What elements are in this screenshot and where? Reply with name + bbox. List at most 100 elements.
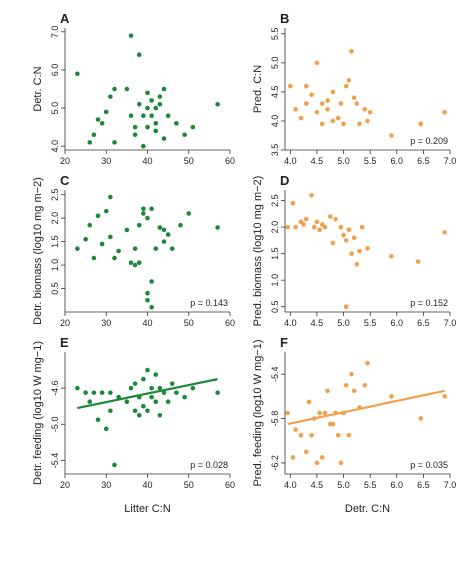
y-axis-title: Pred. biomass (log10 mg m−2): [252, 176, 264, 327]
data-point: [149, 279, 154, 284]
x-tick-label: 6.5: [417, 156, 430, 166]
data-point: [141, 211, 146, 216]
panel-f: 4.0 4.5 5.0 5.5 6.0 6.5 7.0 -6.2 -5.8 -5.4 F Pred. …: [252, 335, 456, 515]
y-axis-title: Pred. feeding (log10 W mg−1): [252, 339, 264, 486]
panel-letter: F: [280, 335, 288, 350]
data-point: [108, 94, 113, 99]
data-point: [349, 251, 354, 256]
p-value-label: p = 0.035: [410, 460, 448, 470]
data-point: [116, 394, 121, 400]
data-point: [341, 121, 346, 127]
data-point: [161, 227, 167, 233]
y-tick-label: -5.0: [50, 417, 60, 433]
data-point: [124, 227, 130, 233]
x-tick-label: 5.5: [364, 156, 377, 166]
data-point: [149, 206, 154, 212]
data-point: [418, 121, 424, 127]
p-value-label: p = 0.152: [410, 298, 448, 308]
data-point: [442, 109, 447, 115]
data-point: [108, 390, 113, 395]
panel-b: 4.0 4.5 5.0 5.5 6.0 6.5 7.03.54.04.55.05.5BPre…: [252, 11, 456, 166]
data-point: [319, 121, 325, 127]
data-point: [357, 121, 362, 127]
data-point: [103, 208, 109, 214]
y-tick-label: -5.4: [50, 453, 60, 469]
data-point: [309, 92, 314, 98]
y-tick-label: 1.0: [270, 274, 280, 287]
data-point: [153, 121, 159, 126]
data-point: [335, 115, 341, 121]
data-point: [317, 227, 322, 233]
data-point: [362, 107, 368, 112]
data-point: [136, 101, 142, 107]
data-point: [365, 246, 370, 251]
y-tick-label: 2.0: [50, 212, 60, 225]
data-point: [83, 236, 88, 242]
data-point: [311, 416, 317, 421]
x-tick-label: 20: [60, 480, 70, 490]
data-point: [314, 219, 320, 225]
x-tick-label: 7.0: [444, 318, 457, 328]
data-point: [325, 388, 330, 394]
data-point: [389, 254, 394, 259]
data-point: [91, 132, 97, 138]
data-point: [314, 460, 320, 466]
y-tick-label: 4.0: [50, 140, 60, 153]
data-point: [145, 297, 150, 303]
y-tick-label: 5.5: [270, 28, 280, 41]
data-point: [149, 394, 154, 400]
data-point: [112, 140, 117, 145]
data-point: [91, 390, 97, 395]
data-point: [99, 241, 105, 247]
data-point: [389, 394, 394, 399]
data-point: [182, 394, 187, 400]
x-tick-label: 6.0: [391, 318, 404, 328]
data-point: [349, 371, 354, 377]
data-point: [99, 390, 105, 395]
x-tick-label: 6.0: [391, 156, 404, 166]
panel-e: 20 30 40 50 60 -5.4 -5.0 -4.6 E Detr. feeding (lo…: [32, 335, 235, 515]
data-point: [75, 71, 80, 77]
panel-letter: A: [60, 11, 70, 26]
data-point: [186, 211, 192, 216]
data-point: [145, 105, 150, 111]
data-point: [112, 86, 117, 92]
data-point: [136, 222, 142, 228]
data-point: [108, 408, 113, 414]
data-point: [153, 372, 159, 377]
data-point: [338, 101, 344, 106]
x-tick-label: 40: [142, 156, 152, 166]
data-point: [311, 224, 317, 230]
data-point: [357, 405, 362, 410]
data-point: [314, 60, 320, 66]
y-tick-label: -6.2: [270, 455, 280, 471]
data-point: [157, 94, 163, 99]
x-tick-label: 50: [184, 480, 194, 490]
data-point: [95, 213, 101, 219]
data-point: [128, 33, 134, 38]
data-point: [303, 83, 309, 89]
data-point: [362, 382, 368, 388]
data-point: [145, 408, 150, 414]
data-point: [136, 260, 142, 266]
data-point: [141, 143, 146, 149]
data-point: [293, 224, 298, 230]
data-point: [153, 399, 159, 405]
data-point: [303, 101, 309, 106]
x-tick-label: 6.0: [391, 480, 404, 490]
y-tick-label: 0.5: [50, 282, 60, 295]
y-tick-label: 0.5: [270, 300, 280, 313]
data-point: [103, 109, 109, 115]
data-point: [149, 385, 154, 391]
x-tick-label: 6.5: [417, 480, 430, 490]
x-tick-label: 5.0: [337, 318, 350, 328]
x-tick-label: 50: [184, 318, 194, 328]
y-tick-label: 2.5: [270, 194, 280, 207]
data-point: [165, 113, 171, 118]
data-point: [141, 376, 146, 382]
data-point: [157, 385, 163, 391]
data-point: [354, 261, 360, 267]
y-tick-label: 1.5: [50, 235, 60, 248]
data-point: [182, 132, 187, 138]
data-point: [290, 455, 296, 460]
